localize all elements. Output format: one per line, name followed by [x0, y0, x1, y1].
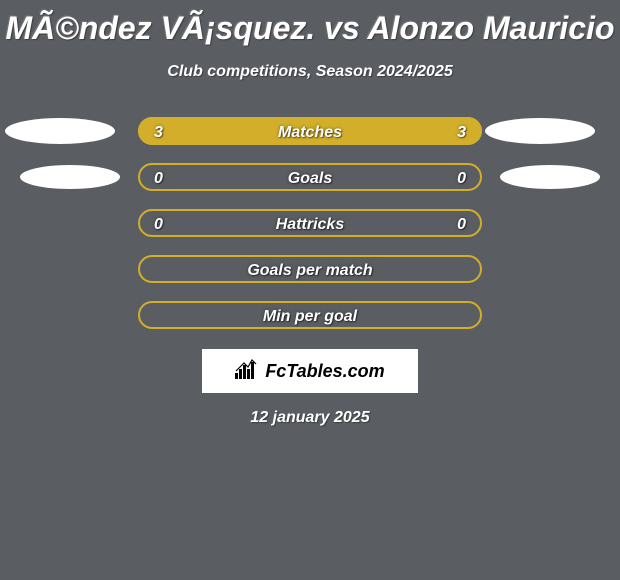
stat-bar: 00Hattricks — [138, 209, 482, 237]
stat-row-hattricks: 00Hattricks — [0, 209, 620, 237]
stat-label: Matches — [140, 119, 480, 147]
stat-label: Min per goal — [140, 303, 480, 331]
left-marker-ellipse — [20, 165, 120, 189]
page-title: MÃ©ndez VÃ¡squez. vs Alonzo Mauricio — [0, 10, 620, 47]
stat-bar: 33Matches — [138, 117, 482, 145]
stat-label: Goals — [140, 165, 480, 193]
bars-icon — [235, 359, 259, 384]
stat-rows: 33Matches 00Goals 00Hattricks Goals per mat… — [0, 117, 620, 329]
stat-label: Hattricks — [140, 211, 480, 239]
stat-bar: Goals per match — [138, 255, 482, 283]
brand-label: FcTables.com — [265, 361, 384, 382]
stat-bar: 00Goals — [138, 163, 482, 191]
right-marker-ellipse — [500, 165, 600, 189]
right-marker-ellipse — [485, 118, 595, 144]
footer-date: 12 january 2025 — [0, 409, 620, 427]
stat-row-goals: 00Goals — [0, 163, 620, 191]
brand-box: FcTables.com — [202, 349, 418, 393]
left-marker-ellipse — [5, 118, 115, 144]
stat-row-goals-per-match: Goals per match — [0, 255, 620, 283]
stat-bar: Min per goal — [138, 301, 482, 329]
stat-row-matches: 33Matches — [0, 117, 620, 145]
page-subtitle: Club competitions, Season 2024/2025 — [0, 63, 620, 81]
stat-label: Goals per match — [140, 257, 480, 285]
stat-row-min-per-goal: Min per goal — [0, 301, 620, 329]
comparison-infographic: MÃ©ndez VÃ¡squez. vs Alonzo Mauricio Clu… — [0, 10, 620, 580]
